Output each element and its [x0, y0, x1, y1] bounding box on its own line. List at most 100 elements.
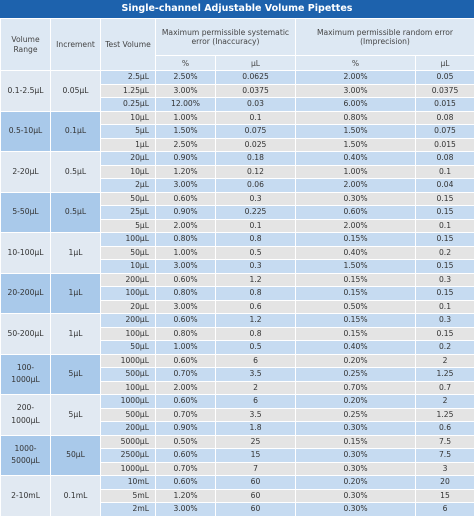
systematic-percent: 1.50%: [156, 125, 216, 139]
random-percent: 0.30%: [296, 489, 416, 503]
random-ul: 0.7: [416, 381, 474, 395]
volume-range: 20-200µL: [1, 273, 51, 314]
test-volume: 2µL: [101, 179, 156, 193]
random-percent: 0.15%: [296, 233, 416, 247]
random-ul: 0.15: [416, 260, 474, 274]
random-ul: 1.25: [416, 408, 474, 422]
test-volume: 0.25µL: [101, 98, 156, 112]
systematic-ul: 1.8: [216, 422, 296, 436]
test-volume: 20µL: [101, 300, 156, 314]
systematic-percent: 0.80%: [156, 287, 216, 301]
random-ul: 0.08: [416, 111, 474, 125]
increment: 0.05µL: [51, 71, 101, 112]
column-header: Maximum permissible random error (Imprec…: [296, 19, 474, 56]
pipette-table: Volume Range Increment Test Volume Maxim…: [0, 18, 474, 517]
systematic-percent: 0.90%: [156, 422, 216, 436]
random-ul: 0.2: [416, 246, 474, 260]
test-volume: 25µL: [101, 206, 156, 220]
column-header: Increment: [51, 19, 101, 71]
systematic-percent: 1.20%: [156, 165, 216, 179]
test-volume: 20µL: [101, 152, 156, 166]
random-ul: 0.075: [416, 125, 474, 139]
systematic-percent: 1.20%: [156, 489, 216, 503]
random-ul: 0.015: [416, 98, 474, 112]
test-volume: 50µL: [101, 341, 156, 355]
random-ul: 7.5: [416, 449, 474, 463]
increment: 1µL: [51, 273, 101, 314]
volume-range: 200-1000µL: [1, 395, 51, 436]
random-percent: 0.20%: [296, 354, 416, 368]
systematic-ul: 2: [216, 381, 296, 395]
systematic-ul: 3.5: [216, 408, 296, 422]
systematic-percent: 1.00%: [156, 341, 216, 355]
random-percent: 0.70%: [296, 381, 416, 395]
systematic-percent: 0.70%: [156, 368, 216, 382]
random-ul: 15: [416, 489, 474, 503]
systematic-percent: 2.50%: [156, 138, 216, 152]
random-percent: 0.15%: [296, 287, 416, 301]
increment: 1µL: [51, 314, 101, 355]
increment: 0.5µL: [51, 192, 101, 233]
systematic-ul: 0.8: [216, 287, 296, 301]
volume-range: 0.1-2.5µL: [1, 71, 51, 112]
volume-range: 0.5-10µL: [1, 111, 51, 152]
random-ul: 0.3: [416, 273, 474, 287]
systematic-ul: 0.0375: [216, 84, 296, 98]
test-volume: 100µL: [101, 327, 156, 341]
systematic-ul: 1.2: [216, 314, 296, 328]
systematic-ul: 7: [216, 462, 296, 476]
systematic-ul: 0.0625: [216, 71, 296, 85]
increment: 0.5µL: [51, 152, 101, 193]
random-ul: 2: [416, 354, 474, 368]
random-percent: 0.20%: [296, 476, 416, 490]
systematic-percent: 0.70%: [156, 408, 216, 422]
random-ul: 1.25: [416, 368, 474, 382]
random-ul: 0.15: [416, 233, 474, 247]
systematic-percent: 3.00%: [156, 84, 216, 98]
random-ul: 0.1: [416, 300, 474, 314]
systematic-ul: 0.3: [216, 260, 296, 274]
random-ul: 0.0375: [416, 84, 474, 98]
systematic-percent: 3.00%: [156, 300, 216, 314]
random-percent: 0.30%: [296, 449, 416, 463]
random-percent: 0.40%: [296, 246, 416, 260]
systematic-percent: 3.00%: [156, 260, 216, 274]
systematic-percent: 0.90%: [156, 152, 216, 166]
systematic-ul: 0.8: [216, 233, 296, 247]
volume-range: 2-20µL: [1, 152, 51, 193]
sub-header: %: [156, 56, 216, 71]
volume-range: 5-50µL: [1, 192, 51, 233]
test-volume: 100µL: [101, 381, 156, 395]
systematic-ul: 6: [216, 354, 296, 368]
random-percent: 0.40%: [296, 152, 416, 166]
systematic-percent: 1.00%: [156, 111, 216, 125]
systematic-percent: 0.80%: [156, 233, 216, 247]
volume-range: 2-10mL: [1, 476, 51, 517]
random-ul: 20: [416, 476, 474, 490]
systematic-ul: 0.1: [216, 219, 296, 233]
increment: 0.1mL: [51, 476, 101, 517]
test-volume: 100µL: [101, 287, 156, 301]
random-ul: 0.1: [416, 165, 474, 179]
column-header: Test Volume: [101, 19, 156, 71]
random-percent: 1.50%: [296, 125, 416, 139]
increment: 50µL: [51, 435, 101, 476]
random-percent: 1.00%: [296, 165, 416, 179]
systematic-ul: 0.225: [216, 206, 296, 220]
random-percent: 3.00%: [296, 84, 416, 98]
increment: 1µL: [51, 233, 101, 274]
random-percent: 0.15%: [296, 435, 416, 449]
sub-header: %: [296, 56, 416, 71]
systematic-ul: 0.075: [216, 125, 296, 139]
random-percent: 1.50%: [296, 138, 416, 152]
systematic-ul: 0.5: [216, 341, 296, 355]
test-volume: 10mL: [101, 476, 156, 490]
